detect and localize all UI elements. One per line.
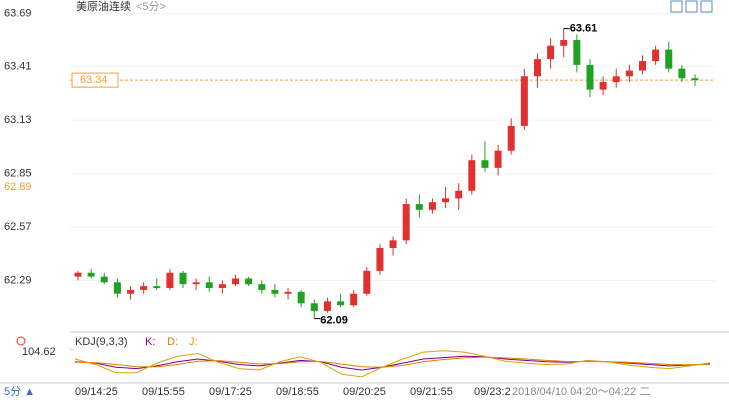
candle-body xyxy=(140,286,148,290)
indicator-line xyxy=(74,350,711,378)
legend-entry: J: xyxy=(189,336,198,348)
candle-body xyxy=(573,40,581,65)
y-tick-label: 63.41 xyxy=(4,61,32,73)
candle-body xyxy=(192,282,200,285)
candle-body xyxy=(310,303,318,311)
candle-body xyxy=(232,278,240,285)
legend-entry: K: xyxy=(145,336,155,348)
candle-body xyxy=(586,64,594,90)
low-label: 62.09 xyxy=(320,314,348,326)
indicator-tick-label: 104.62 xyxy=(22,346,56,358)
cursor-time: 2018/04/10 04:20～04:22 二 xyxy=(512,386,650,398)
candle-body xyxy=(258,284,266,290)
candle-body xyxy=(507,125,515,151)
candle-body xyxy=(547,45,555,60)
candle-body xyxy=(323,301,331,311)
candle-body xyxy=(678,68,686,79)
indicator-title: KDJ(9,3,3) xyxy=(75,336,128,348)
legend-entry: D: xyxy=(167,336,178,348)
period: <5分> xyxy=(136,0,166,13)
x-tick-label: 09/18:55 xyxy=(276,386,319,398)
candle-body xyxy=(533,59,541,77)
candle-body xyxy=(442,198,450,203)
icon[interactable] xyxy=(685,0,698,13)
candle-body xyxy=(218,284,226,289)
candle-body xyxy=(638,61,646,71)
x-tick-label: 09/15:55 xyxy=(142,386,185,398)
icon[interactable] xyxy=(700,0,713,13)
x-tick-label: 09/20:25 xyxy=(343,386,386,398)
candle-body xyxy=(665,49,673,69)
x-tick-label: 09/14:25 xyxy=(75,386,118,398)
candle-body xyxy=(271,289,279,294)
reference-box xyxy=(71,72,119,88)
reference-label: 63.34 xyxy=(80,74,108,86)
open-label: 62.89 xyxy=(4,181,32,193)
candle-body xyxy=(87,272,95,277)
candle-body xyxy=(350,293,358,306)
y-tick-label: 63.13 xyxy=(4,114,32,126)
candle-body xyxy=(599,82,607,90)
y-tick-label: 63.69 xyxy=(4,7,32,19)
y-tick-label: 62.29 xyxy=(4,274,32,286)
candle-body xyxy=(652,49,660,62)
high-label: 63.61 xyxy=(570,23,598,35)
candle-body xyxy=(337,301,345,306)
toolbar-icons[interactable] xyxy=(670,0,713,13)
x-tick-label: 09/21:55 xyxy=(410,386,453,398)
candle-body xyxy=(363,270,371,294)
chart-title: 美原油连续 xyxy=(76,0,131,13)
candle-body xyxy=(74,272,82,277)
candle-body xyxy=(402,204,410,241)
candle-body xyxy=(153,286,161,289)
period-button[interactable]: 5分 ▲ xyxy=(4,385,35,398)
candle-body xyxy=(415,204,423,210)
candle-body xyxy=(284,291,292,294)
candle-body xyxy=(481,160,489,168)
x-tick-label: 09/23:2 xyxy=(474,386,511,398)
candle-body xyxy=(166,272,174,289)
candle-body xyxy=(205,282,213,289)
candle-body xyxy=(691,78,699,81)
y-tick-label: 62.57 xyxy=(4,221,32,233)
candle-body xyxy=(428,202,436,210)
candle-body xyxy=(612,76,620,83)
candle-body xyxy=(389,240,397,248)
candle-body xyxy=(520,76,528,126)
cursor-box xyxy=(510,385,718,399)
candle-body xyxy=(297,291,305,304)
candle-body xyxy=(179,272,187,285)
candle-body xyxy=(468,160,476,191)
y-tick-label: 62.85 xyxy=(4,167,32,179)
icon[interactable] xyxy=(670,0,683,13)
candle-body xyxy=(560,40,568,46)
candle-body xyxy=(127,289,135,294)
candle-body xyxy=(494,150,502,168)
candle-body xyxy=(245,278,253,285)
settings-icon[interactable] xyxy=(16,336,26,346)
candle-body xyxy=(113,282,121,294)
candle-body xyxy=(376,247,384,271)
x-tick-label: 09/17:25 xyxy=(209,386,252,398)
candle-body xyxy=(455,190,463,199)
candle-body xyxy=(100,276,108,283)
candle-body xyxy=(625,70,633,77)
